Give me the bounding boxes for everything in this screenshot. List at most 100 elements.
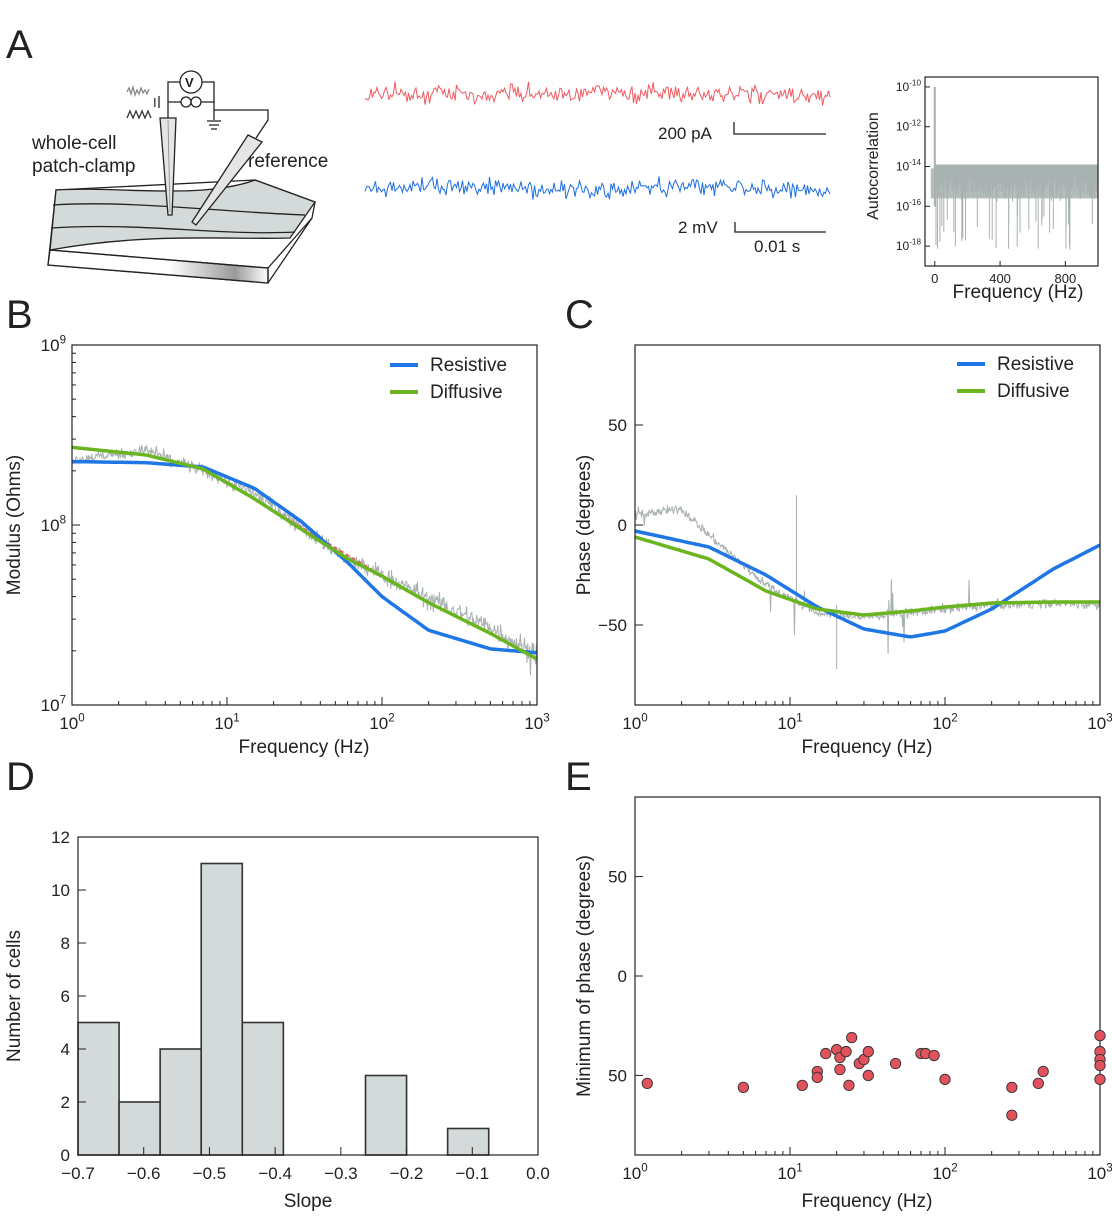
phase-chart: 100 101 102 103 50 0 −50 Frequency (Hz) Phase …: [574, 344, 1112, 758]
c-legend-resistive: Resistive: [997, 354, 1074, 375]
c-xlabel: Frequency (Hz): [802, 737, 933, 758]
time-scale-bar: [734, 222, 826, 233]
c-ytick-label: 50: [608, 416, 627, 435]
e-point: [840, 1045, 852, 1058]
e-ytick-label: 50: [608, 1066, 627, 1085]
e-point: [843, 1079, 855, 1092]
e-point: [796, 1079, 808, 1092]
c-xtick-label: 101: [777, 712, 802, 733]
e-xlabel: Frequency (Hz): [802, 1191, 933, 1212]
c-resistive-curve: [635, 529, 1100, 639]
e-point: [737, 1081, 749, 1094]
d-xtick-label: −0.7: [61, 1164, 95, 1183]
d-bar: [200, 862, 244, 1156]
d-xtick-label: −0.1: [456, 1164, 490, 1183]
e-point: [862, 1045, 874, 1058]
b-ytick-label: 109: [41, 334, 66, 355]
d-xtick-label: −0.3: [324, 1164, 358, 1183]
b-legend-resistive: Resistive: [430, 355, 507, 376]
panel-letter-e: E: [565, 755, 592, 799]
d-ytick-label: 0: [61, 1146, 70, 1165]
d-ytick-label: 10: [51, 881, 70, 900]
e-point: [846, 1032, 858, 1044]
c-xtick-label: 102: [932, 712, 957, 733]
autocorrelation-chart: 0 400 800 10-10 10-12 10-14 10-16 10-18 Frequen…: [865, 76, 1099, 303]
b-ylabel: Modulus (Ohms): [4, 455, 25, 595]
e-point: [928, 1049, 940, 1062]
e-point: [889, 1057, 902, 1070]
d-xtick-label: −0.6: [127, 1164, 161, 1183]
inset-xtick-label: 400: [989, 271, 1011, 286]
inset-autocorrelation-band: [930, 168, 1098, 199]
inset-ytick-label: 10-16: [896, 198, 922, 213]
d-ytick-label: 12: [51, 828, 70, 847]
e-ytick-label: 50: [608, 868, 627, 887]
inset-ytick-label: 10-14: [896, 158, 922, 173]
d-bar: [77, 1021, 120, 1156]
d-xlabel: Slope: [284, 1191, 333, 1212]
patch-clamp-schematic: [47, 70, 317, 284]
d-ylabel: Number of cells: [4, 930, 25, 1062]
e-point: [641, 1077, 653, 1090]
e-ytick-label: 0: [618, 967, 627, 986]
c-diffusive-curve: [635, 535, 1100, 617]
e-point: [862, 1069, 874, 1082]
d-xtick-label: −0.5: [193, 1164, 227, 1183]
inset-ytick-label: 10-12: [896, 118, 922, 133]
inset-ytick-label: 10-10: [896, 79, 922, 94]
c-xtick-label: 100: [622, 712, 647, 733]
d-xtick-label: −0.4: [258, 1164, 292, 1183]
voltage-trace: [364, 176, 831, 200]
time-scale-label: 0.01 s: [754, 237, 800, 256]
b-diffusive-curve: [72, 445, 537, 661]
e-xtick-label: 101: [777, 1162, 802, 1183]
panel-letter-b: B: [6, 293, 33, 337]
c-ylabel: Phase (degrees): [574, 455, 595, 595]
e-xtick-label: 100: [622, 1162, 647, 1183]
b-ytick-label: 108: [41, 514, 66, 535]
label-patch-clamp: patch-clamp: [32, 156, 136, 177]
b-xtick-label: 100: [59, 712, 84, 733]
b-xtick-label: 103: [524, 712, 549, 733]
label-reference: reference: [248, 151, 328, 172]
current-scale-label: 200 pA: [658, 124, 713, 143]
e-point: [1006, 1109, 1018, 1121]
b-xlabel: Frequency (Hz): [239, 737, 370, 758]
d-ytick-label: 2: [61, 1093, 70, 1112]
c-legend-diffusive: Diffusive: [997, 381, 1070, 402]
d-ytick-label: 4: [61, 1040, 70, 1059]
d-ytick-label: 8: [61, 934, 70, 953]
e-point: [834, 1063, 846, 1076]
b-legend: Resistive Diffusive: [390, 355, 507, 403]
b-xtick-label: 102: [369, 712, 394, 733]
e-point: [1094, 1073, 1106, 1086]
inset-xlabel: Frequency (Hz): [953, 282, 1084, 303]
e-xtick-label: 103: [1087, 1162, 1112, 1183]
current-trace: [364, 81, 831, 106]
e-ylabel: Minimum of phase (degrees): [574, 855, 595, 1097]
inset-xtick-label: 0: [931, 271, 938, 286]
slope-histogram: −0.7 −0.6 −0.5 −0.4 −0.3 −0.2 −0.1 0.0 0 2 4 6 8 10 12…: [4, 828, 550, 1212]
e-point: [1037, 1065, 1049, 1078]
b-legend-diffusive: Diffusive: [430, 382, 503, 403]
b-ytick-label: 107: [41, 694, 66, 715]
inset-ytick-label: 10-18: [896, 238, 922, 253]
inset-ylabel: Autocorrelation: [865, 112, 882, 220]
panel-letter-c: C: [565, 293, 594, 337]
d-bar: [241, 1021, 285, 1156]
label-current: I: [153, 95, 157, 110]
d-bar: [364, 1074, 408, 1156]
e-point: [1094, 1059, 1106, 1072]
d-xtick-label: 0.0: [526, 1164, 550, 1183]
panel-letter-a: A: [6, 23, 33, 67]
phase-minimum-scatter: 100 101 102 103 50 0 50 Frequency (Hz) Minimum…: [574, 796, 1112, 1212]
d-bar: [446, 1127, 490, 1156]
c-xtick-label: 103: [1087, 712, 1112, 733]
d-xtick-label: −0.2: [390, 1164, 424, 1183]
b-resistive-curve: [72, 459, 537, 655]
panel-letter-d: D: [6, 755, 35, 799]
e-point: [1006, 1081, 1018, 1094]
e-point: [939, 1073, 951, 1086]
label-voltmeter: V: [185, 75, 194, 90]
